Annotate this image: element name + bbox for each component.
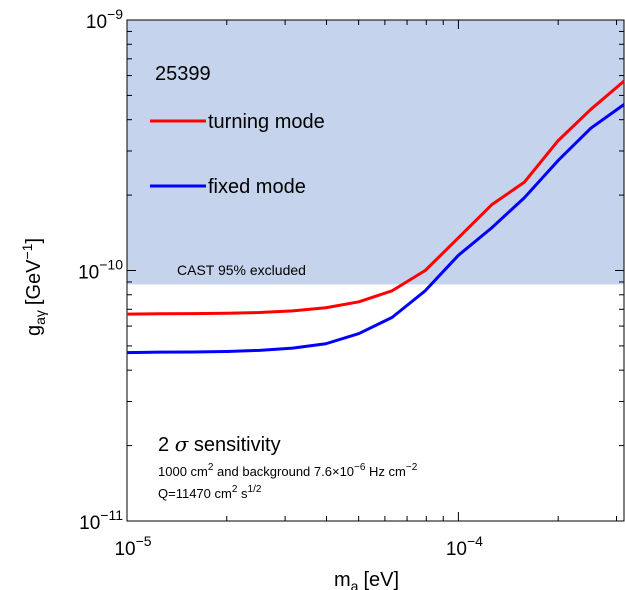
legend-label-turning-mode: turning mode [208,111,325,133]
annotation-sup: 2 [208,462,214,473]
annotation-sigma: σ [175,432,190,456]
excluded-region [127,20,624,285]
y-axis-label-main: g [23,325,45,336]
series-line-turning-mode [126,80,625,316]
annotation-sup: 2 [232,484,238,495]
y-tick-label: 10−11 [79,507,123,534]
annotation-sensitivity-prefix: 2 [158,434,175,456]
y-axis-label-unit-close: ] [23,238,45,244]
axis-ticks [126,19,624,522]
annotation-sup: 1/2 [248,484,262,495]
annotation-area-background: 1000 cm2 and background 7.6×10−6 Hz cm−2 [158,462,418,479]
annotation-area: 1000 cm [158,464,208,479]
annotation-unit: Hz cm [365,464,405,479]
y-tick-label: 10−9 [86,6,123,33]
annotation-sensitivity: 2 σ sensitivity [158,432,281,456]
x-axis-label: ma [eV] [334,569,399,590]
annotation-q: Q=11470 cm [158,486,232,501]
y-axis-label: gaγ [GeV−1] [19,238,48,336]
y-axis-label-unit-sup: −1 [19,243,35,259]
annotation-sup: −2 [406,462,418,473]
x-axis-label-unit: [eV] [363,569,399,590]
x-tick-label: 10−4 [446,533,483,560]
annotation-q-value: Q=11470 cm2 s1/2 [158,484,262,501]
excluded-region-label: CAST 95% excluded [177,262,306,278]
annotation-background: and background 7.6×10 [213,464,354,479]
annotation-q-unit: s [237,486,248,501]
x-tick-label: 10−5 [114,533,151,560]
tick-labels: 10−5 10−4 10−11 10−10 10−9 [78,6,483,560]
y-axis-label-sub: aγ [32,310,48,325]
series-line-fixed-mode [126,103,625,355]
y-axis-label-unit: [GeV [23,259,45,305]
y-tick-label: 10−10 [78,257,123,284]
legend-title: 25399 [155,63,211,85]
x-axis-label-main: m [334,569,351,590]
legend-label-fixed-mode: fixed mode [208,176,306,198]
annotation-sensitivity-suffix: sensitivity [188,434,280,456]
x-axis-label-sub: a [351,578,359,590]
annotation-sup: −6 [354,462,366,473]
